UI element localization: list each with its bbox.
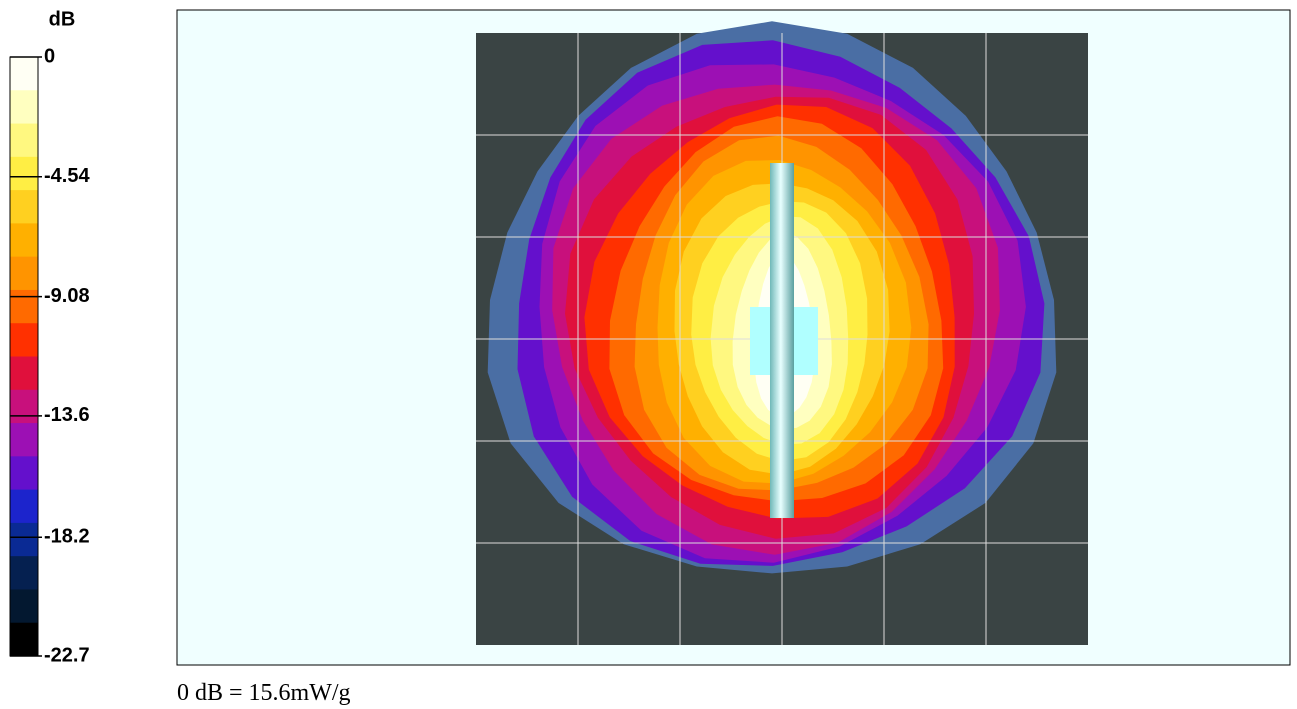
colorbar-band <box>10 290 38 324</box>
chart: dB 0 -4.54 -9.08 -13.6 -18.2 -22.7 0 dB = 15.… <box>0 0 1297 709</box>
colorbar-band <box>10 589 38 623</box>
colorbar-band <box>10 423 38 457</box>
colorbar-tick-label: -22.7 <box>44 644 90 666</box>
colorbar-band <box>10 390 38 424</box>
antenna-rod <box>770 163 794 518</box>
footer: 0 dB = 15.6mW/g <box>177 680 351 706</box>
colorbar-band <box>10 623 38 657</box>
colorbar-band <box>10 223 38 257</box>
colorbar-band <box>10 523 38 557</box>
page: dB 0 -4.54 -9.08 -13.6 -18.2 -22.7 0 dB = 15.… <box>0 0 1297 709</box>
colorbar-band <box>10 90 38 124</box>
colorbar-band <box>10 257 38 291</box>
colorbar-band <box>10 124 38 158</box>
colorbar-band <box>10 456 38 490</box>
colorbar-band <box>10 556 38 590</box>
colorbar-band <box>10 357 38 391</box>
colorbar-band <box>10 190 38 224</box>
colorbar-tick-label: 0 <box>44 45 55 67</box>
colorbar-band <box>10 323 38 357</box>
colorbar-tick-label: -13.6 <box>44 404 90 426</box>
colorbar-tick-label: -9.08 <box>44 285 90 307</box>
colorbar-tick-label: -18.2 <box>44 526 90 548</box>
colorbar: 0 -4.54 -9.08 -13.6 -18.2 -22.7 <box>10 45 90 666</box>
colorbar-title: dB <box>49 8 76 30</box>
colorbar-band <box>10 157 38 191</box>
colorbar-band <box>10 490 38 524</box>
colorbar-tick-label: -4.54 <box>44 165 90 187</box>
colorbar-band <box>10 57 38 91</box>
